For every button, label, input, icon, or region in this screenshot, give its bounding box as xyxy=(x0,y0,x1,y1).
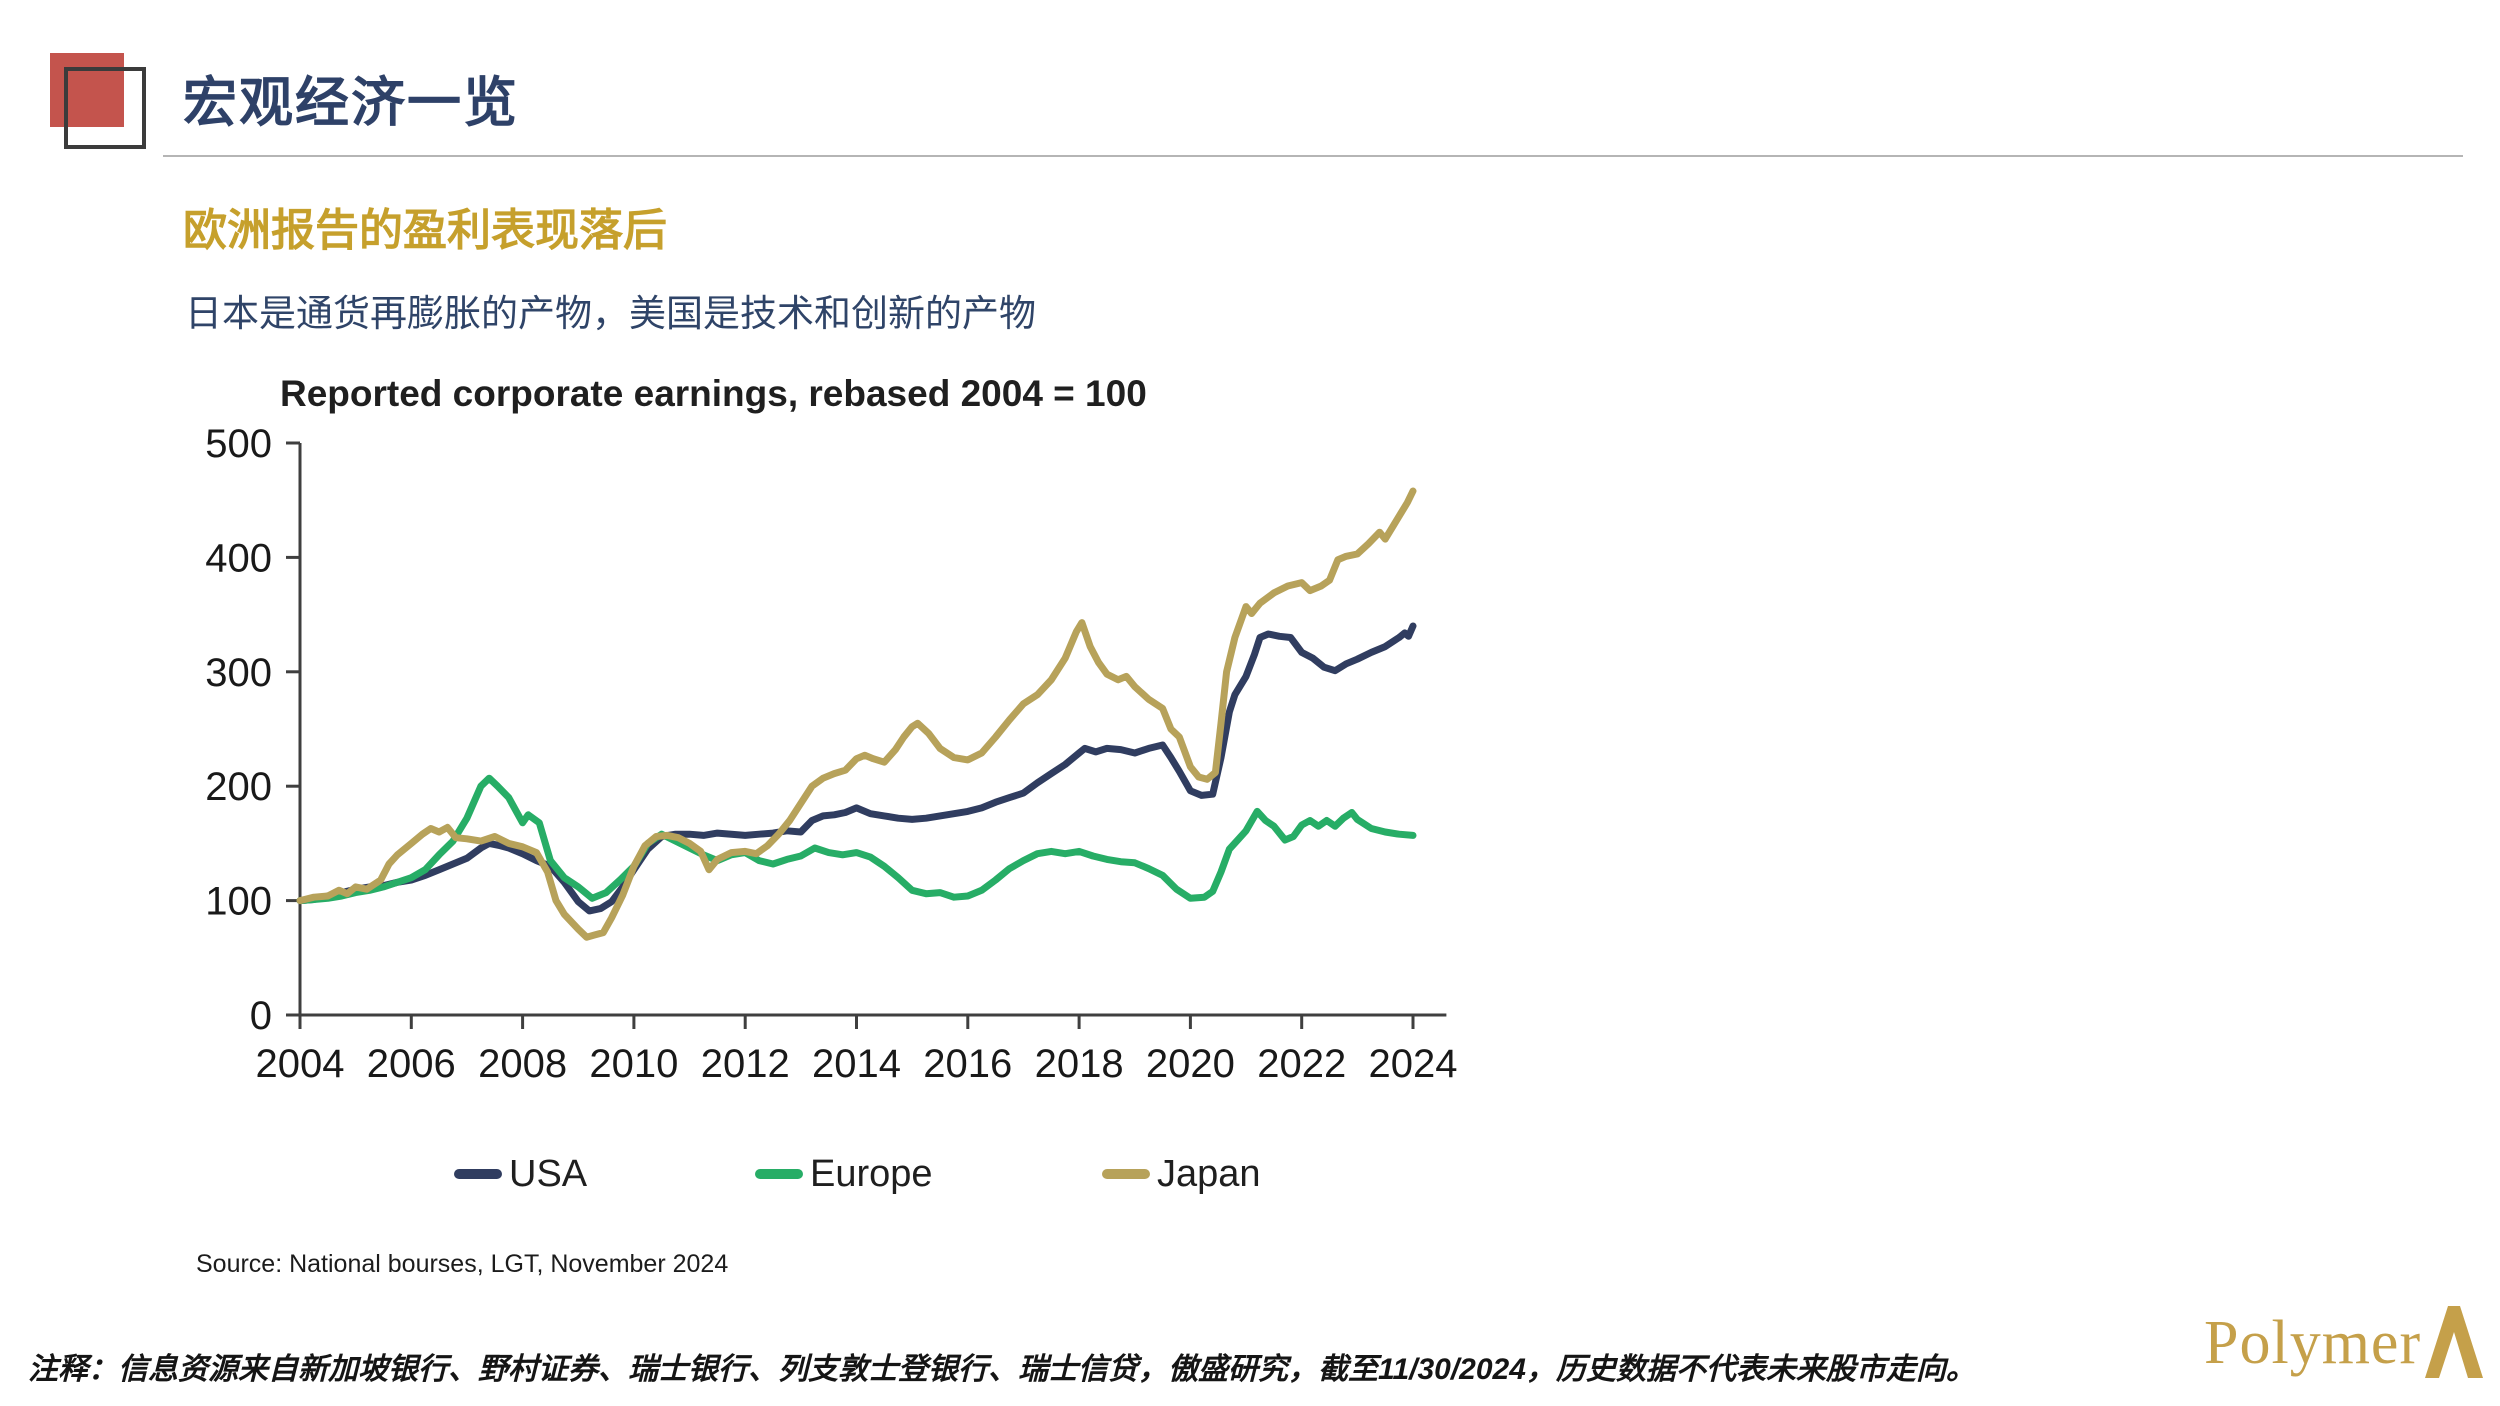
x-tick-label: 2024 xyxy=(1369,1042,1458,1086)
x-tick-label: 2020 xyxy=(1146,1042,1235,1086)
chart-legend: USA Europe Japan xyxy=(0,1146,2500,1202)
x-tick-label: 2012 xyxy=(701,1042,790,1086)
x-tick-label: 2004 xyxy=(256,1042,345,1086)
y-tick-label: 100 xyxy=(205,880,272,924)
y-tick-label: 400 xyxy=(205,536,272,580)
legend-label-japan: Japan xyxy=(1157,1152,1261,1195)
japan-line xyxy=(296,487,1417,941)
x-tick-label: 2016 xyxy=(923,1042,1012,1086)
x-tick-label: 2014 xyxy=(812,1042,901,1086)
polymer-logo-text: Polymer xyxy=(2204,1309,2422,1377)
legend-item-europe: Europe xyxy=(755,1146,933,1202)
red-square-decoration xyxy=(50,53,124,127)
source-note: Source: National bourses, LGT, November … xyxy=(196,1250,729,1278)
x-tick-label: 2008 xyxy=(478,1042,567,1086)
y-tick-label: 200 xyxy=(205,765,272,809)
usa-line xyxy=(296,622,1417,915)
section-heading: 欧洲报告的盈利表现落后 xyxy=(183,206,667,255)
legend-item-japan: Japan xyxy=(1102,1146,1261,1202)
legend-swatch-europe xyxy=(755,1169,803,1179)
chart-title: Reported corporate earnings, rebased 200… xyxy=(280,373,1147,414)
x-tick-label: 2022 xyxy=(1257,1042,1346,1086)
europe-line xyxy=(296,774,1417,905)
y-tick-label: 300 xyxy=(205,651,272,695)
legend-swatch-usa xyxy=(454,1169,502,1179)
legend-label-usa: USA xyxy=(509,1152,588,1195)
section-subtitle: 日本是通货再膨胀的产物，美国是技术和创新的产物 xyxy=(185,293,1036,334)
y-tick-label: 0 xyxy=(250,994,272,1038)
x-tick-label: 2006 xyxy=(367,1042,456,1086)
polymer-logo: Polymer xyxy=(2204,1306,2485,1378)
x-tick-label: 2010 xyxy=(589,1042,678,1086)
x-tick-label: 2018 xyxy=(1035,1042,1124,1086)
page-title: 宏观经济一览 xyxy=(183,73,519,133)
legend-label-europe: Europe xyxy=(810,1152,933,1195)
header-divider xyxy=(163,155,2463,157)
legend-swatch-japan xyxy=(1102,1169,1150,1179)
legend-item-usa: USA xyxy=(454,1146,587,1202)
outline-square-decoration xyxy=(64,67,146,149)
polymer-triangle-icon xyxy=(2425,1306,2484,1378)
y-tick-label: 500 xyxy=(205,422,272,466)
footnote: 注释：信息资源来自新加坡银行、野村证券、瑞士银行、列支敦士登银行、瑞士信贷，傲盛… xyxy=(28,1353,1976,1386)
